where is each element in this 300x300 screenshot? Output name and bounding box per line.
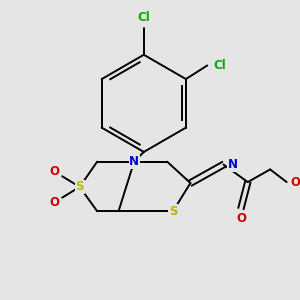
Text: S: S: [75, 180, 84, 194]
Text: O: O: [290, 176, 300, 189]
Text: O: O: [50, 165, 59, 178]
Text: N: N: [129, 155, 139, 168]
Text: O: O: [236, 212, 246, 224]
Text: N: N: [227, 158, 237, 171]
Text: O: O: [50, 196, 59, 209]
Text: Cl: Cl: [137, 11, 150, 24]
Text: S: S: [169, 205, 177, 218]
Text: Cl: Cl: [214, 59, 226, 72]
